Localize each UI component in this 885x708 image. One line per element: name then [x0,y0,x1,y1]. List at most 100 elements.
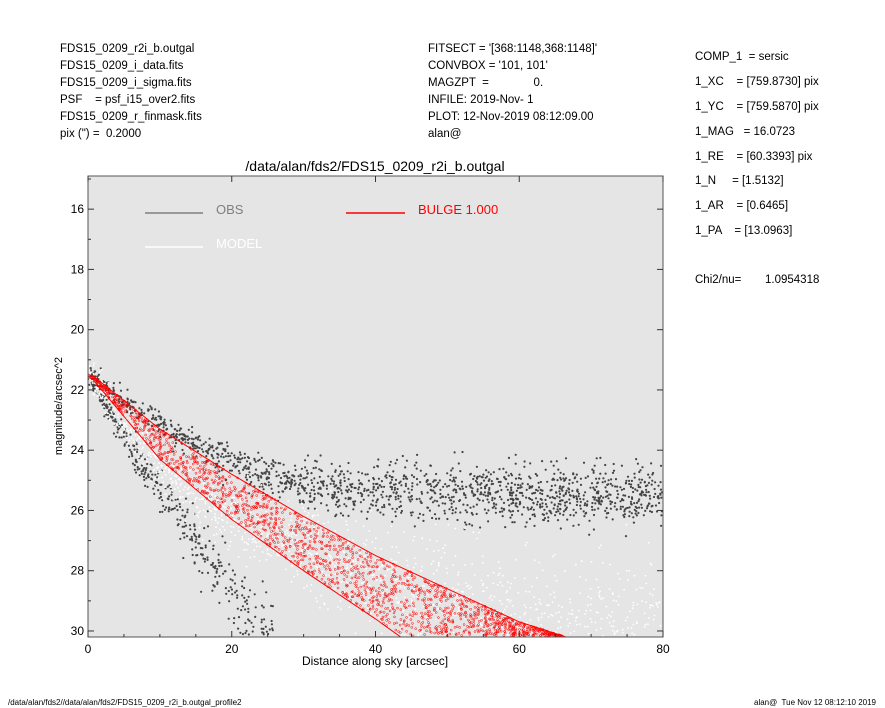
x-tick-label: 0 [85,642,92,656]
model-point [290,533,293,535]
obs-point [660,524,663,527]
obs-point [451,509,454,512]
obs-point [347,496,350,499]
obs-point [226,445,229,448]
obs-point [452,478,455,482]
bulge-point [280,525,284,528]
y-tick-label: 24 [71,443,85,457]
obs-point [246,602,249,605]
obs-point [635,510,638,513]
obs-point [460,480,464,483]
obs-point [394,462,397,465]
obs-point [350,490,353,493]
model-point [313,526,315,529]
bulge-point [195,477,198,480]
model-point [345,520,347,523]
model-point [237,556,240,558]
model-point [507,598,510,601]
bulge-point [466,625,469,628]
obs-point [453,451,456,454]
obs-point [616,485,619,488]
bulge-point [295,520,298,524]
bulge-point [520,628,524,632]
obs-point [146,462,149,466]
bulge-point [393,570,397,574]
bulge-point [293,538,296,542]
bulge-point [386,607,390,610]
obs-point [284,481,288,484]
obs-point [150,477,153,480]
model-point [486,615,489,618]
obs-point [536,474,539,477]
obs-point [211,444,214,447]
model-point [346,564,348,567]
bulge-point [385,564,389,568]
obs-point [235,589,238,592]
model-point [125,422,128,424]
bulge-point [341,566,345,569]
obs-point [491,506,494,509]
model-point [118,426,120,428]
obs-point [541,505,544,508]
obs-point [157,430,160,433]
obs-point [155,481,158,484]
model-point [133,429,136,432]
model-point [258,541,261,543]
model-point [422,605,424,608]
obs-point [593,464,596,467]
model-point [328,553,330,556]
obs-point [231,579,234,582]
obs-point [377,486,380,489]
bulge-point [197,480,201,483]
obs-point [541,460,544,463]
model-point [237,530,240,533]
obs-point [231,569,234,572]
model-point [222,525,224,528]
obs-point [528,475,531,478]
bulge-point [301,532,305,535]
bulge-point [449,595,452,598]
bulge-point [261,527,265,531]
bulge-point [143,425,146,428]
obs-point [265,591,268,594]
obs-point [634,512,637,515]
model-point [164,486,167,489]
obs-point [166,497,169,500]
obs-point [229,586,232,589]
obs-point [172,432,175,435]
obs-point [568,498,571,501]
model-point [595,629,598,631]
obs-point [291,474,294,477]
bulge-point [174,450,177,453]
model-point [568,622,571,625]
obs-point [607,497,610,500]
obs-point [505,478,508,481]
obs-point [389,485,392,488]
obs-point [190,537,193,540]
obs-point [487,509,490,512]
model-point [255,541,257,544]
model-point [281,542,284,545]
bulge-point [256,502,260,505]
bulge-point [394,575,398,579]
obs-point [629,500,633,503]
bulge-point [206,491,210,495]
obs-point [630,496,634,499]
obs-point [243,576,246,579]
bulge-point [205,486,208,489]
model-point [153,482,156,485]
obs-point [238,458,241,461]
model-point [195,505,198,508]
model-point [215,533,218,535]
model-point [255,545,258,548]
obs-point [167,508,170,511]
model-point [576,623,578,626]
bulge-point [225,510,229,513]
obs-point [566,518,569,521]
bulge-point [392,622,396,625]
obs-point [493,497,496,500]
obs-point [211,561,214,565]
obs-point [283,475,286,478]
obs-point [386,471,389,474]
obs-point [612,462,615,466]
